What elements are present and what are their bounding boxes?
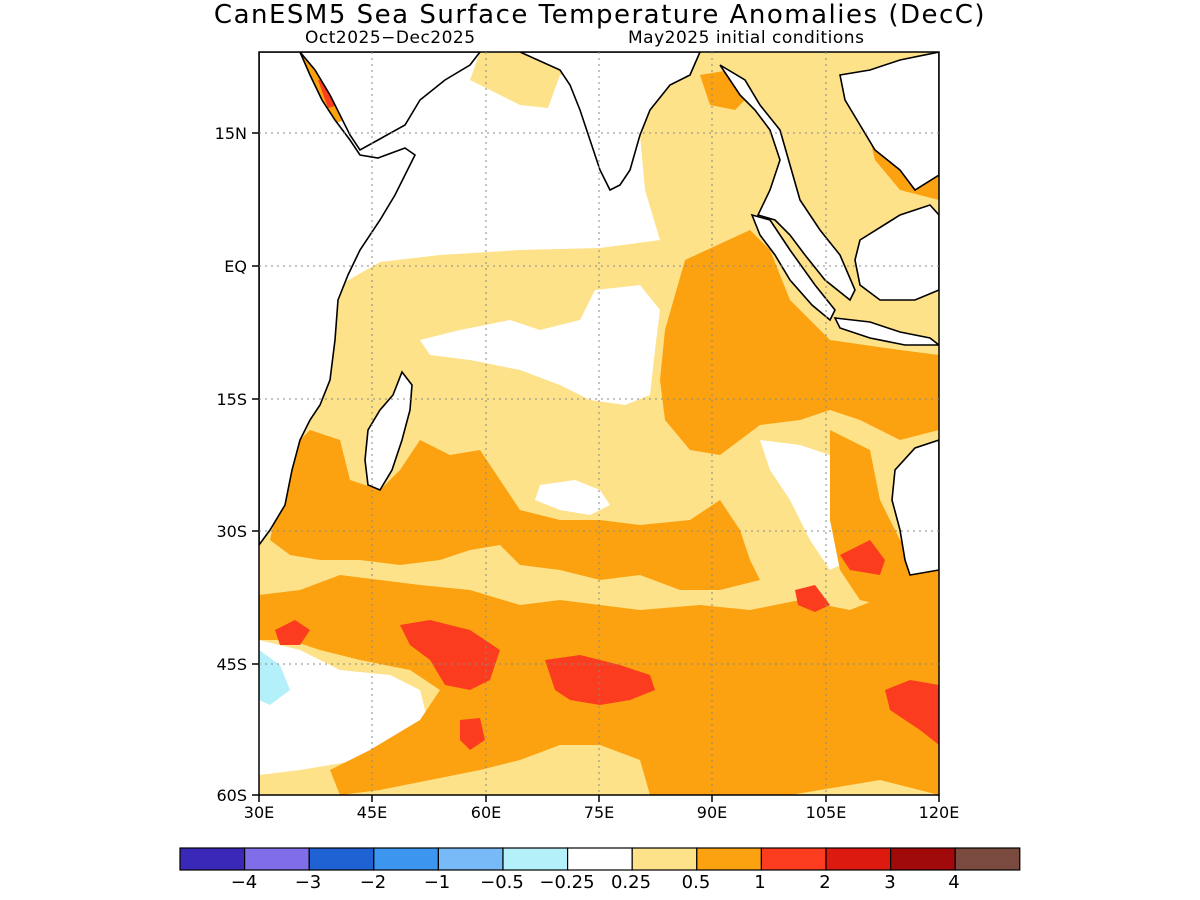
strong-warm-anomaly-5 [885, 680, 939, 745]
lon-label-120e: 120E [918, 803, 960, 822]
lon-label-60e: 60E [470, 803, 502, 822]
colorbar-label: 4 [948, 872, 960, 893]
strong-warm-anomaly-3 [275, 620, 310, 645]
colorbar-label: 3 [884, 872, 896, 893]
lon-label-90e: 90E [696, 803, 728, 822]
lat-label-60s: 60S [216, 786, 247, 805]
colorbar-swatch [760, 847, 827, 871]
neutral-zone-south-central [535, 480, 610, 515]
africa-land [259, 52, 417, 547]
sumatra-land [750, 213, 836, 322]
colorbar-swatch [437, 847, 504, 871]
colorbar-label: −0.5 [480, 872, 524, 893]
strong-warm-anomaly-7 [795, 585, 830, 612]
colorbar-swatch [502, 847, 569, 871]
colorbar-label: 1 [754, 872, 766, 893]
colorbar [179, 847, 1021, 871]
colorbar-label: −4 [230, 872, 258, 893]
colorbar-label: 2 [819, 872, 831, 893]
colorbar-swatch [566, 847, 633, 871]
colorbar-swatch [825, 847, 892, 871]
lat-label-eq: EQ [224, 257, 247, 276]
strong-warm-anomaly-2 [545, 655, 655, 705]
strong-warm-anomaly-6 [840, 540, 885, 575]
forecast-period: Oct2025−Dec2025 [305, 28, 476, 48]
lon-label-30e: 30E [243, 803, 275, 822]
colorbar-label: −2 [359, 872, 387, 893]
india-land [519, 52, 701, 192]
warm-anomaly-midlatitude [270, 430, 760, 590]
colorbar-swatch [889, 847, 956, 871]
colorbar-label: 0.25 [610, 872, 652, 893]
lat-label-15n: 15N [214, 124, 247, 143]
australia-land [891, 439, 939, 576]
colorbar-swatch [954, 847, 1021, 871]
colorbar-label: −0.25 [539, 872, 595, 893]
neutral-zone-central [420, 285, 660, 405]
arabia-land [298, 52, 482, 152]
colorbar-swatch [179, 847, 246, 871]
lon-label-105e: 105E [805, 803, 847, 822]
lat-label-45s: 45S [216, 655, 247, 674]
lon-label-45e: 45E [356, 803, 388, 822]
java-land [833, 317, 939, 346]
lat-label-15s: 15S [216, 390, 247, 409]
strong-warm-anomaly-4 [460, 718, 485, 750]
colorbar-label: 0.5 [681, 872, 711, 893]
colorbar-swatch [696, 847, 762, 871]
madagascar-land [364, 370, 413, 492]
lat-label-30s: 30S [216, 522, 247, 541]
borneo-land [854, 204, 939, 301]
colorbar-swatch [244, 847, 310, 871]
southeast-asia-land [719, 64, 856, 302]
lon-label-75e: 75E [583, 803, 615, 822]
colorbar-label: −3 [294, 872, 322, 893]
map-title: CanESM5 Sea Surface Temperature Anomalie… [213, 0, 987, 30]
colorbar-swatch [308, 847, 375, 871]
indochina-land [839, 52, 939, 192]
initial-conditions: May2025 initial conditions [628, 28, 865, 48]
gridlines [259, 52, 939, 795]
strong-warm-anomaly-1 [400, 620, 500, 690]
colorbar-swatch [631, 847, 698, 871]
colorbar-label: −1 [423, 872, 451, 893]
warm-anomaly-east-indian [660, 230, 939, 455]
colorbar-swatch [373, 847, 439, 871]
axis-ticks [252, 132, 940, 802]
